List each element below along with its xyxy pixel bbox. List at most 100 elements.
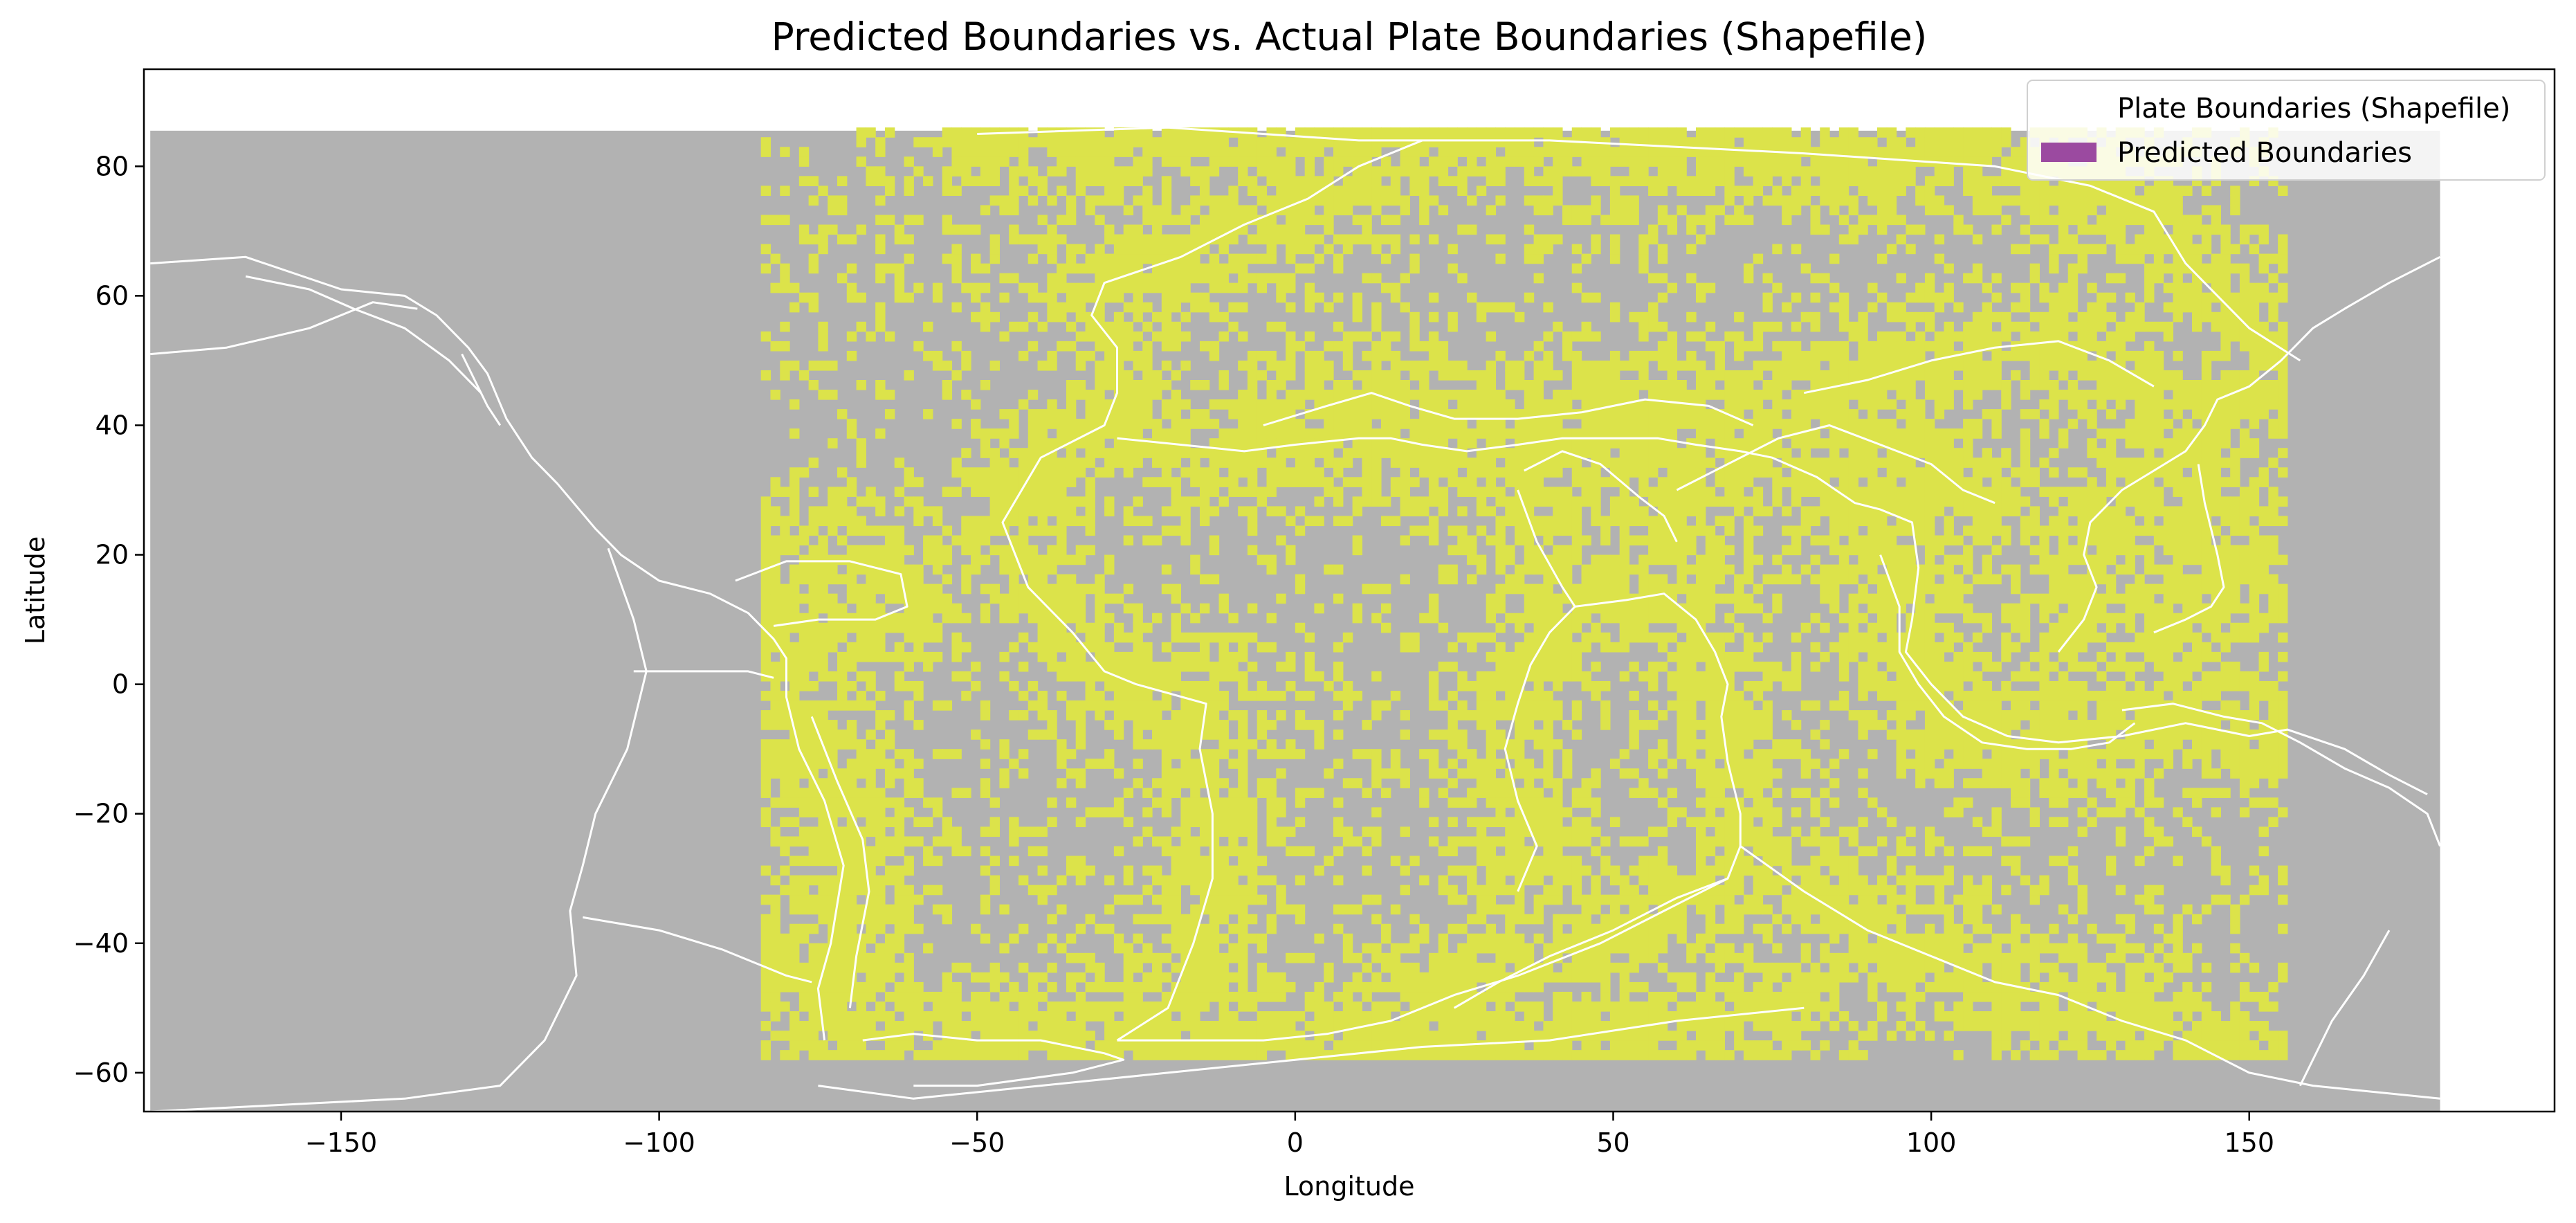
predicted-cell — [971, 282, 981, 293]
predicted-cell — [1075, 554, 1086, 565]
predicted-cell — [1629, 176, 1639, 186]
predicted-cell — [904, 952, 914, 963]
predicted-cell — [1515, 419, 1525, 429]
predicted-cell — [1161, 1031, 1172, 1041]
predicted-cell — [1342, 379, 1353, 390]
predicted-cell — [961, 525, 971, 536]
predicted-cell — [999, 205, 1010, 216]
predicted-cell — [1476, 904, 1487, 915]
predicted-cell — [894, 282, 905, 293]
predicted-cell — [1629, 409, 1639, 419]
predicted-cell — [1486, 788, 1497, 798]
predicted-cell — [866, 991, 876, 1002]
predicted-cell — [1648, 680, 1659, 691]
predicted-cell — [1199, 817, 1210, 828]
predicted-cell — [1276, 807, 1286, 817]
predicted-cell — [1380, 923, 1391, 934]
predicted-cell — [798, 292, 810, 303]
predicted-cell — [1553, 972, 1563, 983]
predicted-cell — [1447, 778, 1458, 788]
predicted-cell — [1123, 865, 1134, 876]
predicted-cell — [1324, 487, 1334, 497]
predicted-cell — [1467, 535, 1477, 546]
predicted-cell — [1190, 768, 1200, 779]
predicted-cell — [856, 554, 866, 565]
predicted-cell — [1113, 680, 1124, 691]
predicted-cell — [923, 661, 933, 672]
predicted-cell — [1161, 972, 1172, 983]
predicted-cell — [1457, 419, 1468, 429]
predicted-cell — [961, 147, 971, 157]
predicted-cell — [1218, 1011, 1229, 1022]
predicted-cell — [942, 215, 953, 226]
predicted-cell — [1667, 914, 1678, 925]
predicted-cell — [884, 875, 895, 886]
predicted-cell — [875, 1050, 886, 1060]
predicted-cell — [798, 875, 810, 886]
predicted-cell — [894, 875, 905, 886]
predicted-cell — [1009, 224, 1019, 235]
predicted-cell — [971, 1021, 981, 1031]
predicted-cell — [828, 720, 838, 730]
predicted-cell — [1113, 1021, 1124, 1031]
predicted-cell — [856, 855, 866, 867]
predicted-cell — [1609, 195, 1620, 206]
predicted-cell — [1495, 583, 1506, 595]
predicted-cell — [1380, 1050, 1391, 1060]
predicted-cell — [1075, 923, 1086, 934]
predicted-cell — [1113, 797, 1124, 808]
predicted-cell — [1266, 234, 1277, 245]
predicted-cell — [999, 593, 1010, 604]
predicted-cell — [1123, 788, 1134, 798]
predicted-cell — [1581, 1011, 1591, 1022]
predicted-cell — [866, 778, 876, 788]
predicted-cell — [789, 700, 800, 711]
predicted-cell — [1447, 458, 1458, 468]
predicted-cell — [1228, 282, 1239, 293]
predicted-cell — [1553, 739, 1563, 750]
predicted-cell — [942, 981, 953, 993]
predicted-cell — [1314, 370, 1324, 381]
predicted-cell — [1314, 428, 1324, 439]
predicted-cell — [837, 651, 848, 662]
predicted-cell — [1247, 137, 1258, 147]
predicted-cell — [1228, 1031, 1239, 1041]
predicted-cell — [846, 350, 857, 361]
predicted-cell — [1571, 1001, 1582, 1012]
predicted-cell — [1180, 700, 1191, 711]
predicted-cell — [932, 904, 943, 915]
predicted-cell — [1228, 487, 1239, 497]
predicted-cell — [1104, 749, 1115, 759]
predicted-cell — [1123, 535, 1134, 546]
predicted-cell — [1142, 739, 1153, 750]
predicted-cell — [1371, 195, 1382, 206]
predicted-cell — [884, 768, 895, 779]
predicted-cell — [1543, 778, 1553, 788]
predicted-cell — [1648, 535, 1659, 546]
predicted-cell — [1428, 360, 1439, 371]
predicted-cell — [1009, 477, 1019, 487]
predicted-cell — [1142, 137, 1153, 147]
predicted-cell — [1553, 826, 1563, 837]
predicted-cell — [1648, 759, 1659, 769]
predicted-cell — [1371, 613, 1382, 624]
predicted-cell — [989, 1050, 1001, 1060]
predicted-cell — [1209, 127, 1220, 138]
predicted-cell — [884, 1021, 895, 1031]
predicted-cell — [1228, 739, 1239, 750]
predicted-cell — [1047, 419, 1057, 429]
predicted-cell — [1533, 467, 1544, 478]
predicted-cell — [1486, 370, 1497, 381]
predicted-cell — [846, 477, 857, 487]
predicted-cell — [789, 817, 800, 828]
predicted-cell — [1009, 1050, 1019, 1060]
predicted-cell — [1657, 962, 1668, 973]
predicted-cell — [1495, 166, 1506, 176]
predicted-cell — [1524, 700, 1535, 711]
predicted-cell — [1266, 554, 1277, 565]
predicted-cell — [1524, 244, 1535, 255]
predicted-cell — [1066, 244, 1077, 255]
predicted-cell — [828, 632, 838, 643]
predicted-cell — [1533, 583, 1544, 595]
predicted-cell — [1075, 613, 1086, 624]
